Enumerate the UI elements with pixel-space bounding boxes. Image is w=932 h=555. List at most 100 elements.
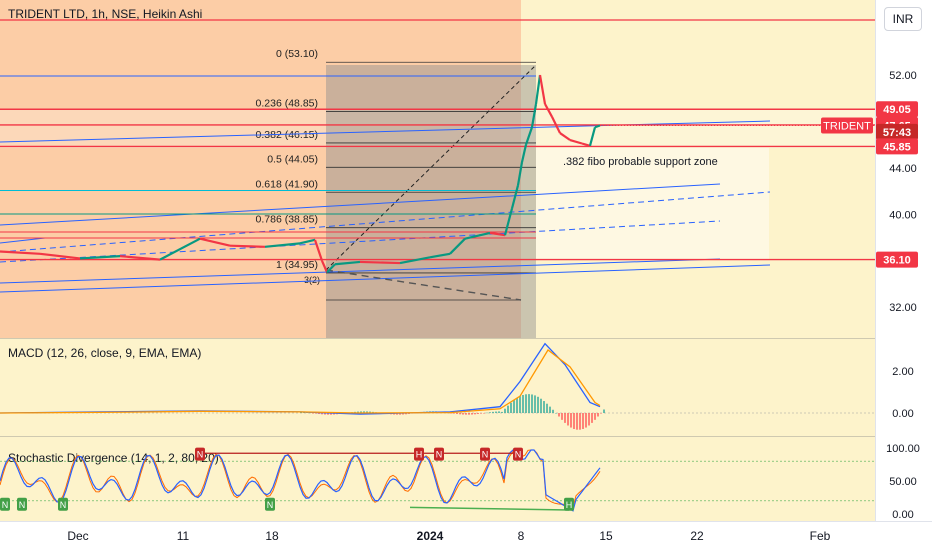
macd-histogram-bar [459,413,461,415]
divergence-marker: N [267,500,274,510]
price-segment [299,238,316,245]
price-label-bg [876,123,918,140]
currency-button[interactable]: INR [884,7,922,31]
macd-histogram-bar [519,396,521,413]
macd-histogram-bar [477,413,479,414]
macd-histogram-bar [495,411,497,413]
divergence-marker-bg [480,447,490,461]
macd-histogram-bar [585,413,587,428]
macd-histogram-bar [564,413,566,423]
macd-histogram-bar [567,413,569,426]
time-tick: 15 [599,529,613,543]
macd-histogram-bar [453,413,455,414]
divergence-marker: H [566,500,573,510]
price-segment [520,144,528,163]
trendline-dashed [0,191,771,253]
macd-histogram-bar [528,394,530,413]
trendline-dashed [0,220,721,263]
chart-title: TRIDENT LTD, 1h, NSE, Heikin Ashi [8,7,202,21]
price-tick: 44.00 [889,163,917,175]
price-tick: 32.00 [889,302,917,314]
price-segment [538,74,547,105]
price-segment [326,263,336,274]
divergence-marker-bg [414,447,424,461]
trendline [0,258,721,284]
macd-histogram-bar [543,401,545,413]
macd-histogram-bar [540,398,542,413]
price-segment [449,237,466,255]
price-segment [334,260,361,266]
price-segment [530,103,538,128]
macd-histogram-bar [498,411,500,413]
time-tick: 8 [518,529,525,543]
macd-histogram-bar [534,395,536,413]
macd-panel-bg [0,339,875,436]
price-segment [313,239,324,262]
price-segment [199,237,231,247]
macd-histogram-bar [312,413,314,414]
macd-histogram-bar [471,413,473,415]
macd-histogram-bar [474,413,476,415]
price-segment [229,244,266,248]
stoch-k-line [0,449,601,512]
support-annotation: .382 fibo probable support zone [563,156,718,168]
divergence-marker: H [416,450,423,460]
price-tick: 40.00 [889,209,917,221]
stoch-tick: 50.00 [889,476,917,488]
macd-histogram-bar [603,409,605,413]
price-segment [534,74,542,105]
macd-histogram-bar [537,396,539,413]
price-segment [0,250,41,255]
macd-histogram-bar [366,411,368,413]
price-label-bg [876,251,918,268]
macd-histogram-bar [450,413,452,414]
macd-histogram-bar [483,413,485,414]
time-tick: 11 [177,529,190,543]
macd-histogram-bar [600,413,602,414]
fib-label: 0.618 (41.90) [256,178,318,190]
stoch-tick: 100.00 [886,443,920,455]
macd-histogram-bar [489,412,491,413]
macd-histogram-bar [525,394,527,413]
price-label: 57:43 [883,127,911,139]
price-segment [79,255,121,260]
time-tick: 22 [690,529,704,543]
macd-histogram-bar [486,412,488,414]
price-segment [359,260,401,265]
divergence-marker: N [515,450,522,460]
divergence-marker: N [2,500,9,510]
fib-label: 0.236 (48.85) [256,98,318,110]
macd-histogram-bar [399,413,401,415]
time-tick: Dec [67,529,88,543]
support-zone [536,148,769,260]
divergence-marker: N [482,450,489,460]
macd-histogram-bar [315,413,317,414]
price-label: 45.85 [883,141,911,153]
stoch-d-line [0,449,601,508]
macd-histogram-bar [501,411,503,413]
macd-histogram-bar [582,413,584,429]
price-segment [510,185,520,209]
price-segment [119,255,161,261]
macd-histogram-bar [579,413,581,430]
macd-histogram-bar [318,413,320,414]
price-segment [551,116,561,134]
macd-histogram-bar [573,413,575,429]
price-segment [594,124,601,129]
macd-histogram-bar [480,413,482,414]
macd-histogram-bar [513,400,515,413]
divergence-marker-bg [265,497,275,511]
macd-histogram-bar [546,403,548,413]
macd-histogram-bar [549,406,551,413]
macd-histogram-bar [462,413,464,415]
symbol-tag-bg [821,117,873,134]
macd-histogram-bar [576,413,578,430]
macd-histogram-bar [522,395,524,413]
price-segment [544,103,553,118]
fib-label: 0.5 (44.05) [267,153,318,165]
divergence-marker-bg [58,497,68,511]
macd-histogram-bar [309,412,311,414]
time-tick: 2024 [417,529,444,543]
